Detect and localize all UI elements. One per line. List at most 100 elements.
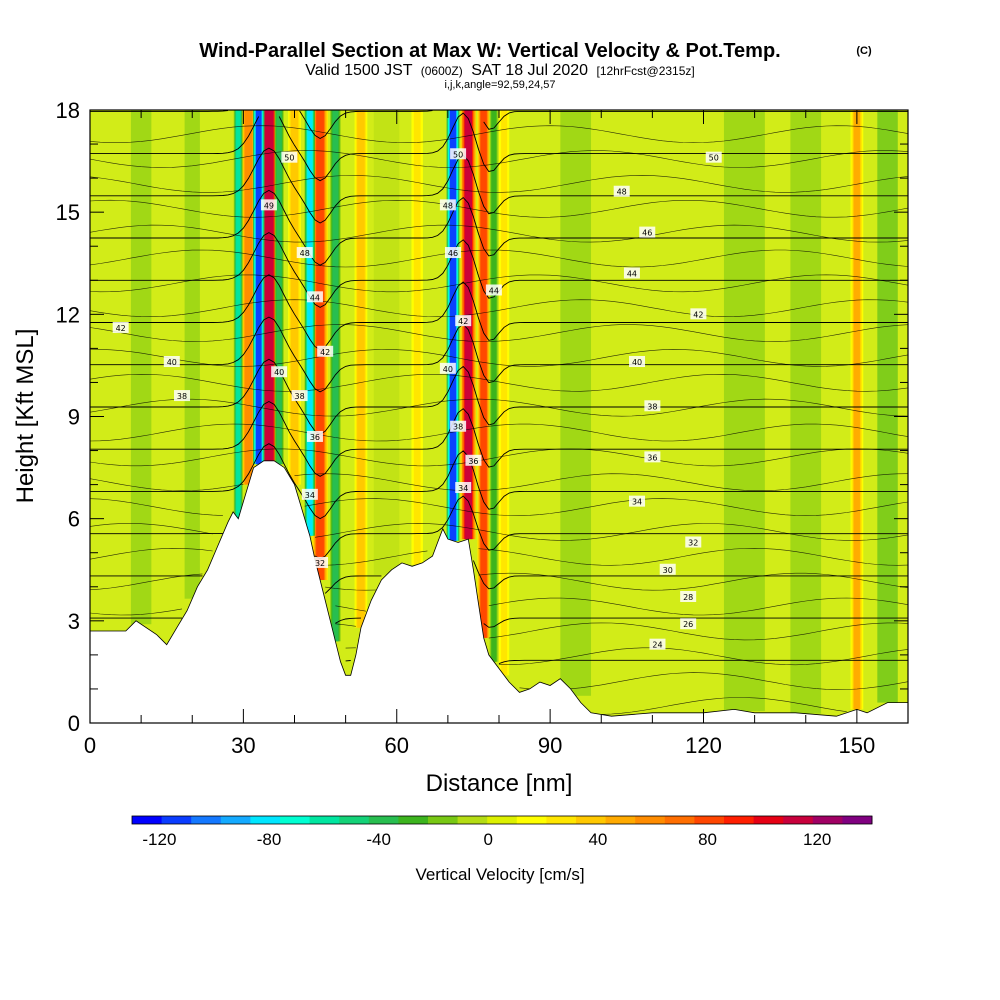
contour-label-group: 42 xyxy=(112,321,129,333)
contour-label: 46 xyxy=(448,249,458,258)
theta-contour xyxy=(90,112,908,182)
contour-label: 36 xyxy=(310,433,320,442)
contour-label-group: 44 xyxy=(485,284,502,296)
contour-label-bg xyxy=(455,482,472,494)
colorbar-swatch xyxy=(280,816,311,824)
colorbar: -120 -80 -40 0 40 80 120 xyxy=(131,815,873,849)
contour-label: 50 xyxy=(284,154,294,163)
contour-label: 38 xyxy=(295,392,305,401)
colorbar-swatch xyxy=(339,816,370,824)
velocity-patch xyxy=(130,110,152,625)
contour-label-group: 38 xyxy=(450,420,467,432)
contour-label-group: 40 xyxy=(439,362,456,374)
velocity-band xyxy=(449,110,457,541)
velocity-patch xyxy=(790,110,822,714)
colorbar-swatch xyxy=(132,816,163,824)
contour-label-group: 46 xyxy=(444,247,461,259)
theta-contour-minor xyxy=(335,622,908,641)
contour-label: 40 xyxy=(443,365,453,374)
theta-contour xyxy=(90,495,908,560)
contour-label-group: 44 xyxy=(623,267,640,279)
colorbar-swatch xyxy=(161,816,192,824)
colorbar-tick-label: 0 xyxy=(484,830,493,849)
contour-label-bg xyxy=(439,362,456,374)
velocity-band xyxy=(244,110,253,485)
terrain xyxy=(90,460,908,723)
contour-label-bg xyxy=(455,315,472,327)
colorbar-swatch xyxy=(753,816,784,824)
contour-label-bg xyxy=(465,454,482,466)
contour-label-bg xyxy=(296,247,313,259)
contour-label-bg xyxy=(659,563,676,575)
subtitle-valid: Valid 1500 JST xyxy=(305,62,413,79)
contour-label-bg xyxy=(317,345,334,357)
contour-label-bg xyxy=(271,366,288,378)
contour-label: 44 xyxy=(627,269,637,278)
colorbar-tick-label: 120 xyxy=(803,830,831,849)
contour-label-bg xyxy=(291,390,308,402)
colorbar-swatch xyxy=(368,816,399,824)
colorbar-tick-label: -40 xyxy=(366,830,391,849)
velocity-patch xyxy=(560,110,592,696)
contour-label-bg xyxy=(301,488,318,500)
colorbar-swatch xyxy=(635,816,666,824)
x-tick-label: 60 xyxy=(385,733,409,758)
contour-label: 50 xyxy=(709,154,719,163)
y-tick-label: 12 xyxy=(56,302,80,327)
colorbar-swatch xyxy=(191,816,222,824)
velocity-band xyxy=(255,110,262,465)
contour-label-group: 40 xyxy=(271,366,288,378)
theta-contour xyxy=(90,358,908,435)
contour-label: 30 xyxy=(663,566,673,575)
contour-label-bg xyxy=(281,151,298,163)
contour-label-group: 50 xyxy=(281,151,298,163)
contour-label-group: 50 xyxy=(450,148,467,160)
colorbar-tick-label: 80 xyxy=(698,830,717,849)
theta-contour-minor xyxy=(601,697,847,715)
contour-label: 32 xyxy=(688,539,698,548)
contour-label: 38 xyxy=(177,392,187,401)
theta-contour xyxy=(90,274,908,351)
contour-label: 44 xyxy=(310,293,320,302)
terrain-layer xyxy=(90,460,908,723)
contour-labels: 42 40 38 50 49 48 44 42 40 38 36 34 32 50 48 46 44 42 40 38… xyxy=(112,148,722,650)
contour-label-group: 34 xyxy=(629,495,646,507)
contour-label-bg xyxy=(629,356,646,368)
contour-label: 42 xyxy=(116,324,126,333)
theta-contour-minor xyxy=(90,572,908,591)
theta-contour xyxy=(90,316,908,393)
contour-label: 50 xyxy=(453,150,463,159)
colorbar-swatch xyxy=(694,816,725,824)
y-tick-label: 15 xyxy=(56,200,80,225)
contour-label: 24 xyxy=(652,641,662,650)
theta-contour-minor xyxy=(90,423,908,442)
x-tick-label: 30 xyxy=(231,733,255,758)
contour-label-bg xyxy=(306,430,323,442)
contour-label-group: 42 xyxy=(690,308,707,320)
contour-label: 40 xyxy=(167,358,177,367)
colorbar-tick-label: 40 xyxy=(588,830,607,849)
velocity-band xyxy=(414,110,420,565)
theta-contour-minor xyxy=(90,224,908,243)
colorbar-swatch xyxy=(783,816,814,824)
velocity-band xyxy=(236,110,241,519)
contour-label-bg xyxy=(613,185,630,197)
subtitle-date: SAT 18 Jul 2020 xyxy=(471,62,588,79)
theta-contour-minor xyxy=(90,373,908,392)
contour-label-bg xyxy=(312,556,329,568)
contour-label-group: 38 xyxy=(174,390,191,402)
x-tick-label: 0 xyxy=(84,733,96,758)
theta-contour-minor xyxy=(90,547,908,566)
contour-label: 49 xyxy=(264,201,274,210)
theta-contour-minor xyxy=(90,324,908,342)
contour-label-group: 49 xyxy=(260,199,277,211)
contour-label: 38 xyxy=(453,423,463,432)
theta-contours xyxy=(90,110,908,715)
chart-title-mark: (C) xyxy=(856,45,872,57)
contour-label-bg xyxy=(444,247,461,259)
contour-label: 46 xyxy=(642,229,652,238)
contour-label-group: 48 xyxy=(613,185,630,197)
colorbar-swatch xyxy=(605,816,636,824)
contour-label: 36 xyxy=(468,457,478,466)
